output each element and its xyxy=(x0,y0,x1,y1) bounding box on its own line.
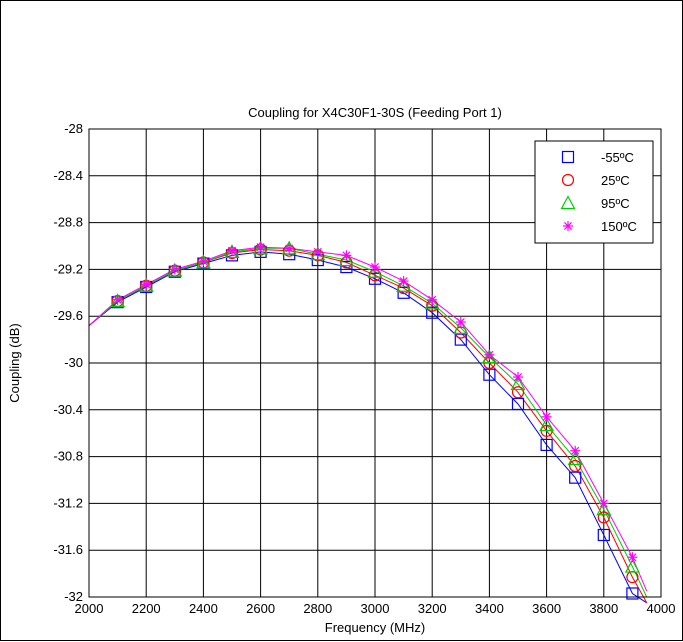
data-point xyxy=(227,245,237,256)
axis-ticks: 2000 2200 2400 2600 2800 3000 3200 3400 3600 3800… xyxy=(53,121,675,616)
chart-title: Coupling for X4C30F1-30S (Feeding Port 1… xyxy=(248,105,502,120)
y-tick-label: -29.2 xyxy=(53,261,83,276)
series-line xyxy=(88,247,648,598)
data-point xyxy=(310,246,326,261)
series-markers xyxy=(110,240,640,600)
data-point xyxy=(224,244,240,258)
plot-area xyxy=(88,128,662,598)
legend-marker xyxy=(563,221,573,231)
legend-box xyxy=(534,140,654,244)
data-point xyxy=(141,279,152,290)
data-point xyxy=(195,254,211,269)
data-point xyxy=(569,471,582,484)
data-point xyxy=(597,511,610,524)
legend-label: 150ºC xyxy=(601,219,637,234)
x-tick-label: 2600 xyxy=(246,601,275,616)
series-lines xyxy=(88,246,648,604)
legend: -55ºC 25ºC 95ºC 150ºC xyxy=(534,140,654,244)
x-tick-label: 3400 xyxy=(475,601,504,616)
data-point xyxy=(169,264,180,275)
data-point xyxy=(541,411,552,422)
data-point xyxy=(198,256,209,267)
y-tick-label: -28.8 xyxy=(53,215,83,230)
data-point xyxy=(253,240,269,255)
data-point xyxy=(569,459,582,473)
y-tick-label: -29.6 xyxy=(53,308,83,323)
data-point xyxy=(110,293,126,308)
legend-label: -55ºC xyxy=(601,150,634,165)
x-tick-label: 4000 xyxy=(647,601,676,616)
data-point xyxy=(596,501,612,516)
series-line xyxy=(88,246,648,592)
data-point xyxy=(539,417,555,432)
data-point xyxy=(112,294,123,305)
x-tick-label: 3200 xyxy=(418,601,447,616)
series-line xyxy=(88,251,647,604)
data-point xyxy=(426,306,439,319)
data-point xyxy=(511,397,525,411)
legend-marker xyxy=(560,195,576,210)
y-tick-label: -32 xyxy=(64,589,83,604)
data-point xyxy=(396,278,412,292)
x-tick-label: 3800 xyxy=(589,601,618,616)
data-point xyxy=(626,587,639,600)
x-tick-label: 2000 xyxy=(75,601,104,616)
y-tick-label: -30.4 xyxy=(53,402,83,417)
legend-marker xyxy=(561,150,575,164)
data-point xyxy=(341,250,352,261)
data-point xyxy=(511,386,525,399)
x-axis-label: Frequency (MHz) xyxy=(325,620,425,635)
data-point xyxy=(624,558,640,573)
legend-label: 95ºC xyxy=(601,196,630,211)
data-point xyxy=(513,372,523,383)
data-point xyxy=(370,262,380,273)
data-point xyxy=(368,272,382,285)
y-tick-label: -30 xyxy=(64,355,83,370)
x-tick-label: 2800 xyxy=(303,601,332,616)
data-point xyxy=(427,294,438,305)
data-point xyxy=(455,317,466,328)
x-tick-label: 3000 xyxy=(361,601,390,616)
data-point xyxy=(484,349,495,360)
y-tick-label: -31.2 xyxy=(53,495,83,510)
data-point xyxy=(367,263,383,278)
data-point xyxy=(481,349,497,364)
data-point xyxy=(453,320,469,334)
data-point xyxy=(627,552,638,563)
data-point xyxy=(510,376,526,391)
data-point xyxy=(570,445,581,456)
data-point xyxy=(483,368,496,381)
legend-marker xyxy=(561,173,575,187)
y-tick-label: -28.4 xyxy=(53,168,83,183)
y-tick-label: -28 xyxy=(64,121,83,136)
y-axis-label: Coupling (dB) xyxy=(7,323,22,403)
data-point xyxy=(397,286,410,299)
data-point xyxy=(398,276,409,287)
data-point xyxy=(312,246,323,257)
data-point xyxy=(338,252,354,267)
x-tick-label: 2400 xyxy=(189,601,218,616)
y-tick-label: -31.6 xyxy=(53,542,83,557)
data-point xyxy=(138,278,154,292)
data-point xyxy=(454,333,467,346)
x-tick-label: 3600 xyxy=(532,601,561,616)
x-tick-label: 2200 xyxy=(132,601,161,616)
data-point xyxy=(255,242,266,253)
legend-label: 25ºC xyxy=(601,173,630,188)
y-tick-label: -30.8 xyxy=(53,449,83,464)
data-point xyxy=(340,260,353,274)
data-point xyxy=(284,243,295,254)
data-point xyxy=(597,528,610,542)
data-point xyxy=(598,498,609,509)
data-point xyxy=(567,451,583,466)
data-point xyxy=(540,438,553,451)
data-point xyxy=(167,262,183,277)
